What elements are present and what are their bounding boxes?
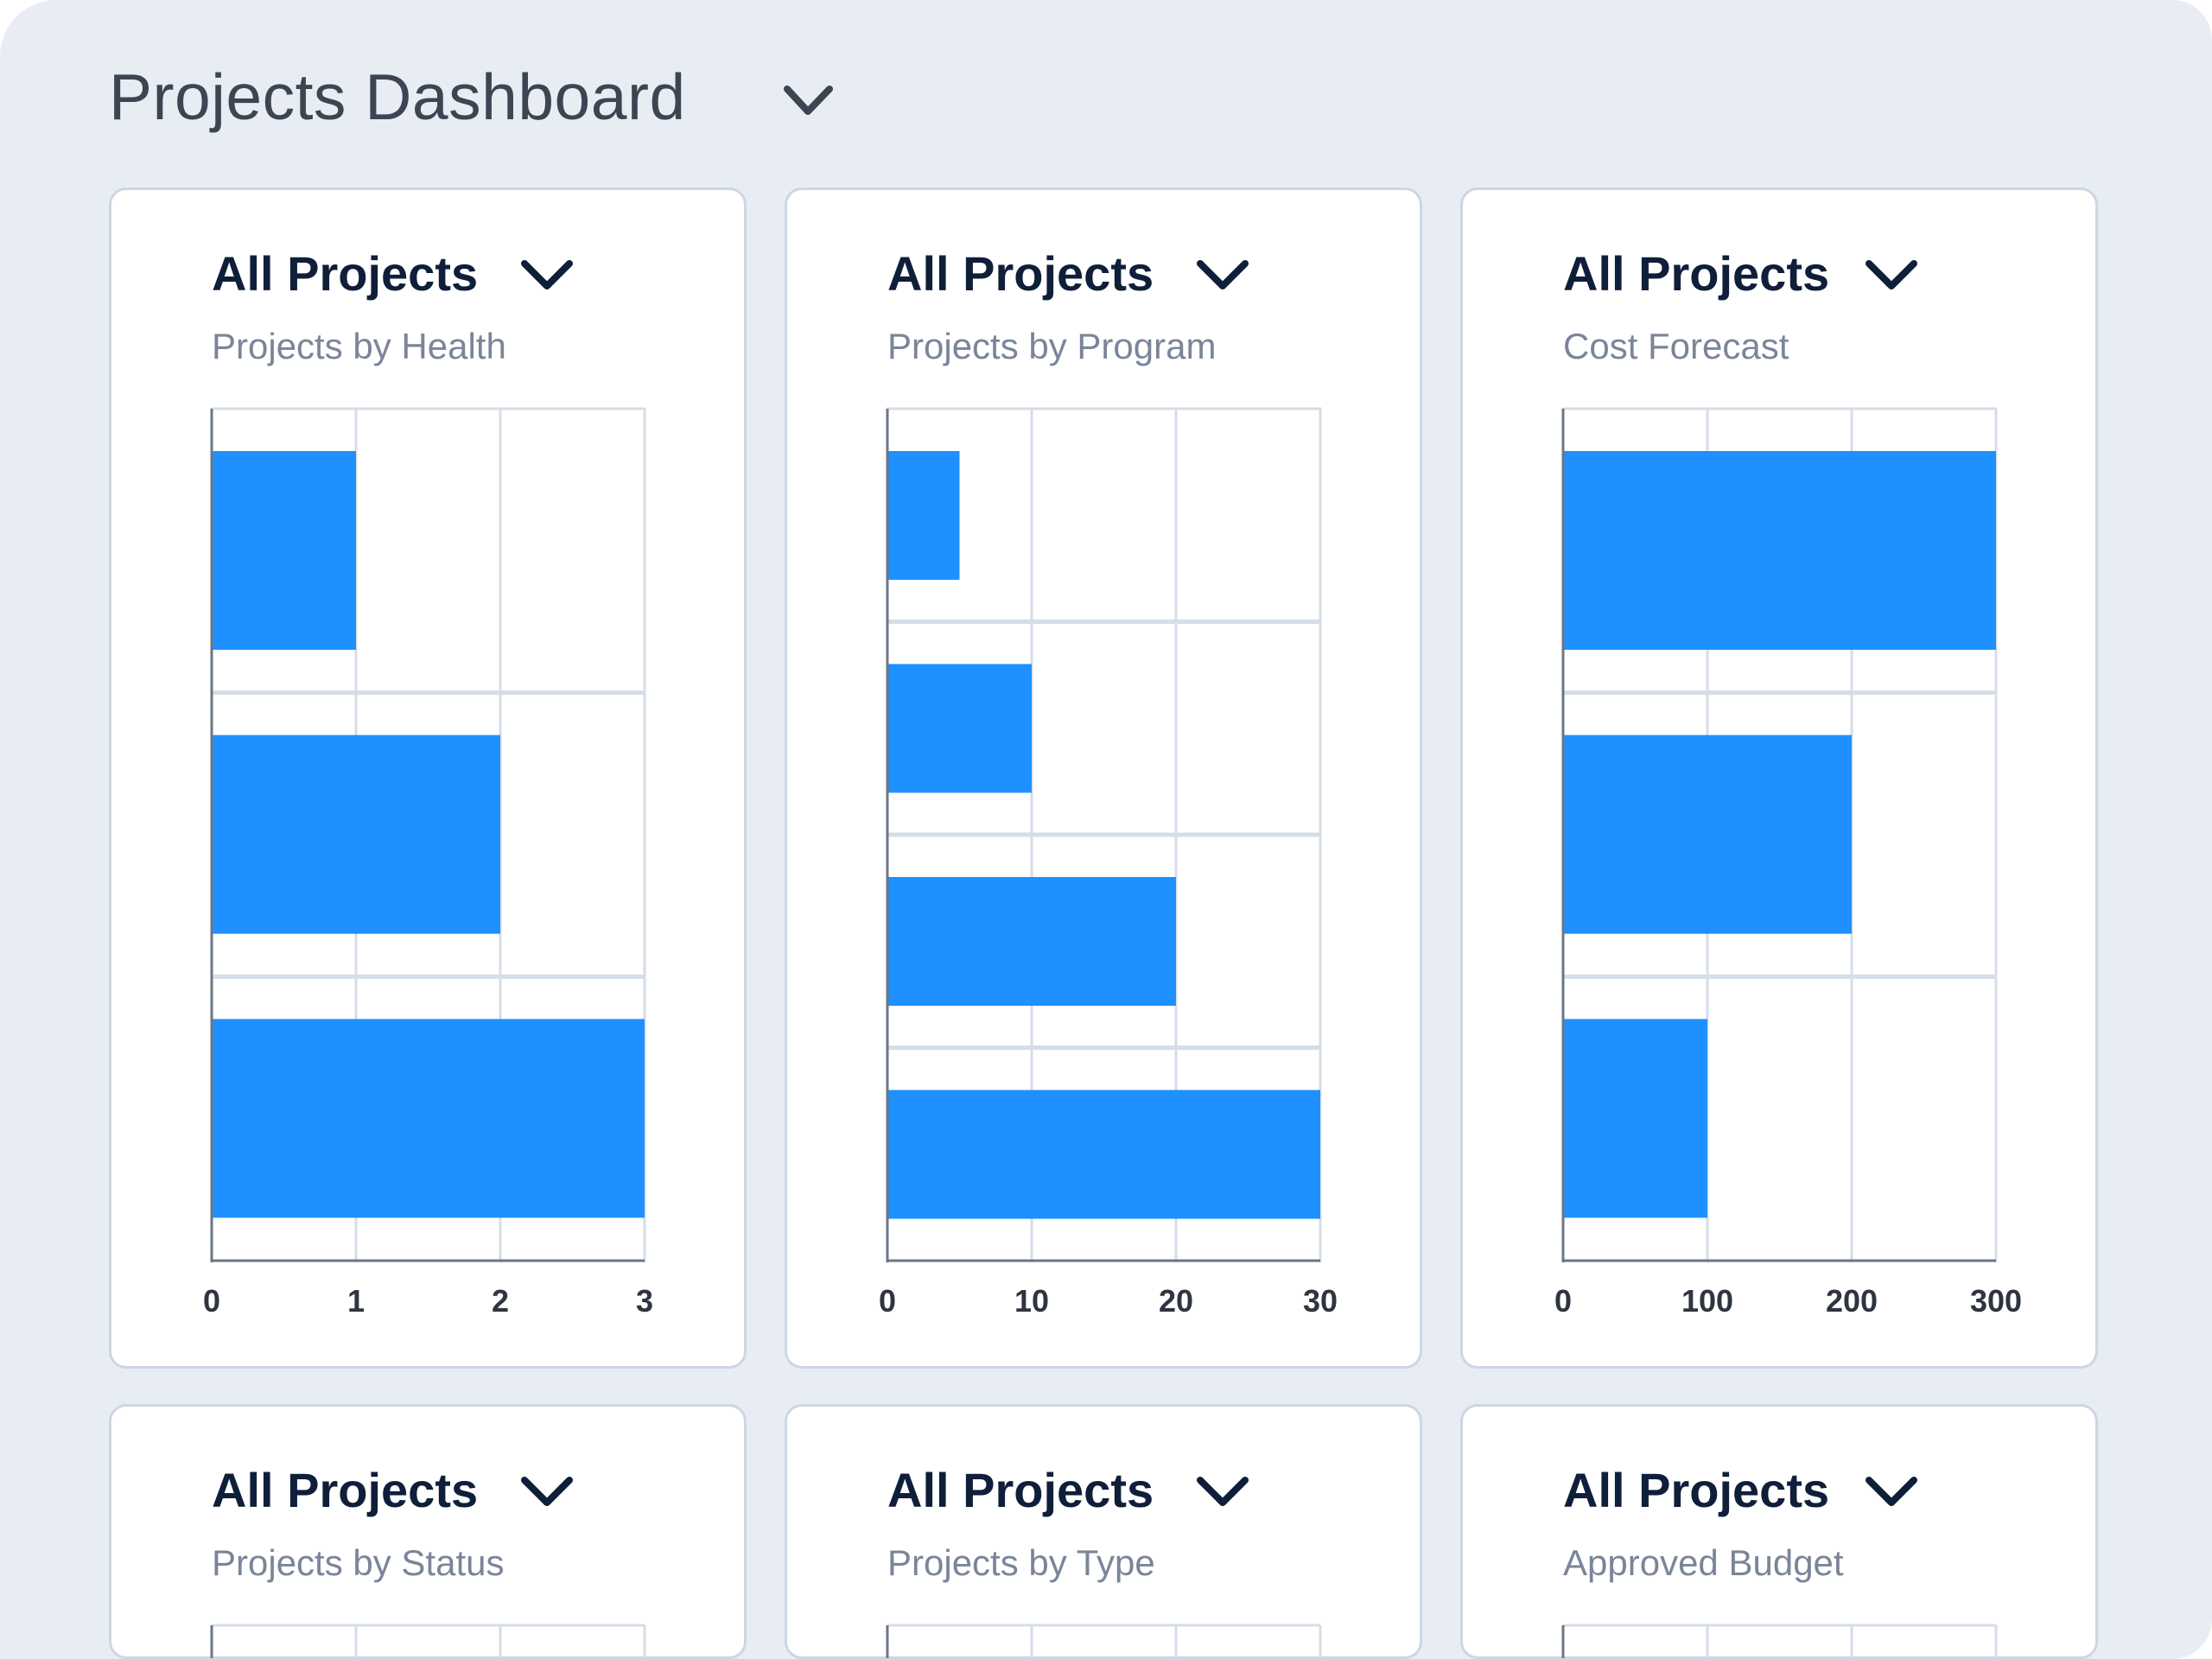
chevron-down-icon[interactable] [520,1476,574,1510]
chart-subtitle: Projects by Health [212,326,506,366]
bar [1563,1019,1707,1218]
x-tick-label: 1 [347,1283,365,1319]
project-selector[interactable]: All Projects [212,1463,479,1517]
x-tick-label: 0 [1554,1283,1572,1319]
chart-subtitle: Cost Forecast [1563,326,1789,366]
bar [212,1019,645,1218]
chart-card: All Projects Projects by Health 0 1 2 3 [109,188,747,1369]
chevron-down-icon[interactable] [1865,1476,1918,1510]
chevron-down-icon[interactable] [1196,1476,1249,1510]
project-selector[interactable]: All Projects [1563,1463,1830,1517]
chart-card: All Projects Projects by Status [109,1404,747,1659]
chevron-down-icon[interactable] [783,85,834,118]
x-tick-label: 300 [1970,1283,2022,1319]
x-tick-label: 200 [1826,1283,1878,1319]
chart-card: All Projects Projects by Program 0 10 20 30 [785,188,1422,1369]
chart-subtitle: Projects by Program [887,326,1217,366]
x-tick-label: 20 [1159,1283,1193,1319]
chart-card: All Projects Cost Forecast 0 100 200 300 [1460,188,2098,1369]
bar-chart [886,1624,1322,1658]
x-tick-label: 0 [203,1283,220,1319]
bar [1563,734,1852,934]
bar-chart [1561,1624,1998,1658]
bar-chart: 0 100 200 300 [1554,407,2022,1319]
chart-subtitle: Approved Budget [1563,1542,1844,1583]
bar-chart: 0 1 2 3 [203,407,653,1319]
bar [212,734,500,934]
chart-subtitle: Projects by Type [887,1542,1155,1583]
bar [212,451,356,650]
bar [887,877,1176,1006]
bar [887,664,1032,793]
bar [887,1090,1320,1219]
chart-card: All Projects Approved Budget [1460,1404,2098,1659]
chevron-down-icon[interactable] [520,259,574,293]
bar [1563,451,1996,650]
chart-subtitle: Projects by Status [212,1542,505,1583]
x-tick-label: 2 [492,1283,509,1319]
bar-chart: 0 10 20 30 [879,407,1338,1319]
chevron-down-icon[interactable] [1865,259,1918,293]
project-selector[interactable]: All Projects [887,246,1154,301]
page-title: Projects Dashboard [109,60,686,133]
x-tick-label: 100 [1681,1283,1733,1319]
bar [887,451,960,580]
x-tick-label: 0 [879,1283,896,1319]
project-selector[interactable]: All Projects [1563,246,1830,301]
project-selector[interactable]: All Projects [887,1463,1154,1517]
project-selector[interactable]: All Projects [212,246,479,301]
chevron-down-icon[interactable] [1196,259,1249,293]
bar-chart [210,1624,646,1658]
x-tick-label: 30 [1303,1283,1338,1319]
x-tick-label: 10 [1014,1283,1049,1319]
chart-card: All Projects Projects by Type [785,1404,1422,1659]
x-tick-label: 3 [636,1283,653,1319]
